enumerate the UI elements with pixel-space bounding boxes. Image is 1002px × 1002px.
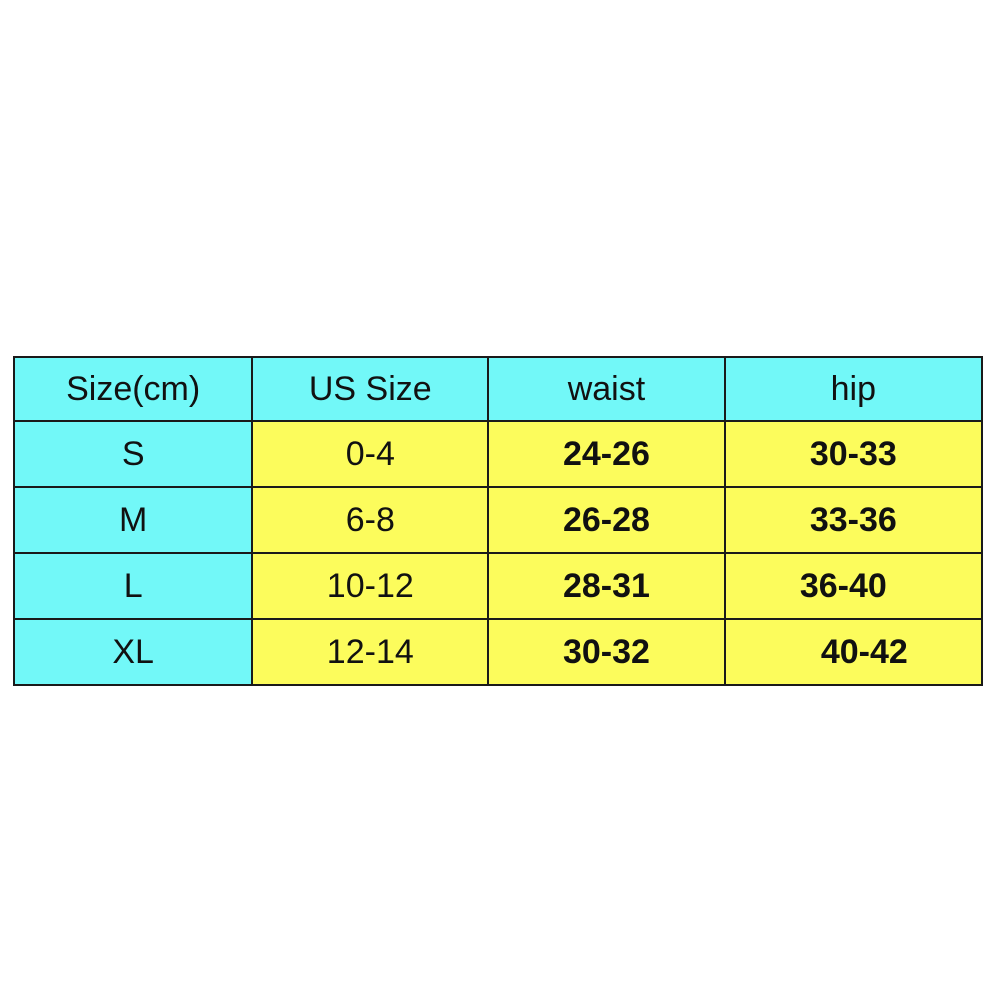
cell-size: XL [12,618,254,686]
table-row: L 10-12 28-31 36-40 [12,552,984,620]
cell-waist: 24-26 [487,420,726,488]
cell-size: S [12,420,254,488]
cell-hip: 40-42 [723,618,984,686]
table-row: XL 12-14 30-32 40-42 [12,618,984,686]
cell-hip: 36-40 [723,552,984,620]
cell-hip: 30-33 [723,420,984,488]
cell-size: M [12,486,254,554]
table-row: S 0-4 24-26 30-33 [12,420,984,488]
cell-waist: 28-31 [487,552,726,620]
header-row: Size(cm) US Size waist hip [12,356,984,422]
header-hip: hip [723,356,984,422]
cell-size: L [12,552,254,620]
cell-us-size: 12-14 [251,618,490,686]
cell-waist: 30-32 [487,618,726,686]
cell-us-size: 6-8 [251,486,490,554]
size-chart-table: Size(cm) US Size waist hip S 0-4 24-26 3… [12,356,984,686]
table-row: M 6-8 26-28 33-36 [12,486,984,554]
header-us-size: US Size [251,356,490,422]
cell-waist: 26-28 [487,486,726,554]
cell-us-size: 0-4 [251,420,490,488]
cell-hip: 33-36 [723,486,984,554]
header-size: Size(cm) [12,356,254,422]
cell-us-size: 10-12 [251,552,490,620]
header-waist: waist [487,356,726,422]
